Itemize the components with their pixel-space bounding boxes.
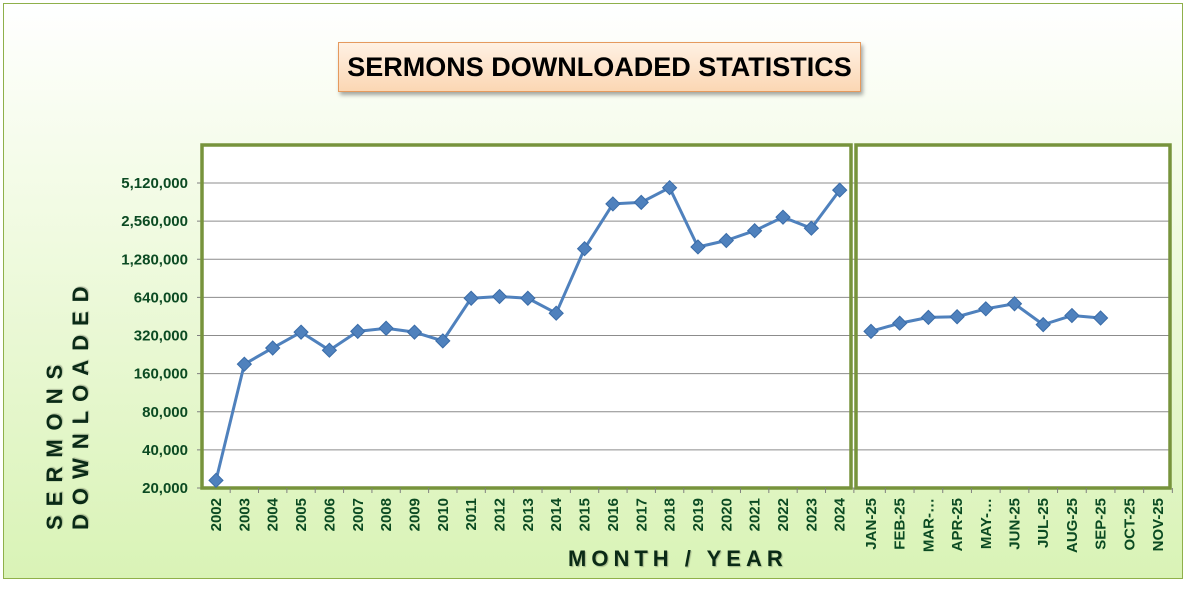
x-tick-label: FEB-25 — [892, 498, 909, 550]
x-tick-label: NOV-25 — [1150, 498, 1167, 551]
data-point — [1064, 307, 1080, 324]
x-tick-label: 2022 — [775, 498, 792, 531]
data-point — [491, 288, 508, 305]
data-point — [576, 241, 593, 257]
data-point — [1092, 310, 1109, 326]
data-point — [463, 290, 479, 306]
data-point — [920, 309, 937, 326]
x-tick-label: 2016 — [605, 498, 622, 531]
x-tick-label: 2009 — [406, 498, 423, 531]
data-point — [378, 320, 394, 336]
panel-frame-years — [200, 143, 853, 490]
data-point — [236, 356, 253, 372]
x-tick-label: 2019 — [690, 498, 707, 531]
x-tick-label: JAN-25 — [863, 498, 880, 550]
x-tick-label: 2008 — [378, 498, 395, 531]
data-point — [718, 232, 735, 249]
data-point — [293, 324, 309, 340]
x-tick-label: 2013 — [520, 498, 537, 531]
data-point — [978, 301, 994, 317]
data-point — [633, 194, 649, 211]
x-tick-label: 2006 — [321, 498, 338, 531]
x-tick-label: SEP-25 — [1093, 498, 1110, 550]
data-point — [949, 309, 965, 325]
data-point — [746, 223, 763, 239]
y-tick-label: 640,000 — [134, 289, 188, 306]
data-point — [891, 315, 908, 331]
x-tick-label: 2023 — [803, 498, 820, 531]
x-tick-label: 2007 — [350, 498, 367, 531]
data-point — [831, 182, 848, 198]
data-point — [548, 305, 564, 321]
data-point — [1035, 316, 1051, 333]
data-point — [803, 220, 820, 236]
x-tick-label: MAR-… — [920, 498, 937, 552]
data-point — [1006, 296, 1023, 312]
y-tick-label: 1,280,000 — [121, 251, 188, 268]
x-tick-label: MAY-… — [978, 498, 995, 549]
x-tick-label: APR-25 — [949, 498, 966, 551]
x-tick-label: 2021 — [747, 498, 764, 531]
data-point — [321, 342, 338, 358]
x-tick-label: 2017 — [633, 498, 650, 531]
x-tick-label: 2014 — [548, 497, 565, 531]
x-axis-label: MONTH / YEAR — [568, 546, 788, 571]
data-point — [605, 196, 621, 212]
x-tick-label: 2002 — [208, 498, 225, 531]
x-tick-label: 2011 — [463, 498, 480, 531]
data-point — [775, 209, 791, 225]
y-tick-label: 20,000 — [142, 480, 188, 497]
x-tick-label: 2015 — [577, 498, 594, 531]
x-tick-label: 2004 — [265, 497, 282, 531]
data-point — [520, 290, 536, 306]
x-tick-label: JUL-25 — [1035, 498, 1052, 548]
data-point — [435, 333, 451, 349]
x-tick-label: 2020 — [718, 498, 735, 531]
y-tick-label: 40,000 — [142, 442, 188, 459]
y-tick-label: 320,000 — [134, 328, 188, 345]
y-tick-label: 160,000 — [134, 366, 188, 383]
data-point — [661, 180, 678, 196]
data-point — [208, 472, 224, 489]
x-tick-label: 2010 — [435, 498, 452, 531]
data-point — [350, 323, 366, 340]
y-tick-label: 80,000 — [142, 404, 188, 421]
x-tick-label: 2012 — [492, 498, 509, 531]
plot-area — [202, 145, 1170, 488]
x-tick-label: 2003 — [236, 498, 253, 531]
data-point — [264, 340, 281, 356]
x-tick-label: 2005 — [293, 498, 310, 531]
data-point — [690, 239, 706, 255]
x-tick-label: 2024 — [832, 497, 849, 531]
y-tick-label: 5,120,000 — [121, 175, 188, 192]
x-tick-label: 2018 — [662, 498, 679, 531]
chart-title: SERMONS DOWNLOADED STATISTICS — [338, 42, 861, 92]
x-tick-label: JUN-25 — [1007, 498, 1024, 550]
data-point — [863, 323, 879, 340]
panel-frame-months — [854, 143, 1172, 490]
data-point — [406, 324, 423, 340]
y-tick-label: 2,560,000 — [121, 213, 188, 230]
x-tick-label: AUG-25 — [1064, 498, 1081, 553]
x-tick-label: OCT-25 — [1121, 498, 1138, 551]
